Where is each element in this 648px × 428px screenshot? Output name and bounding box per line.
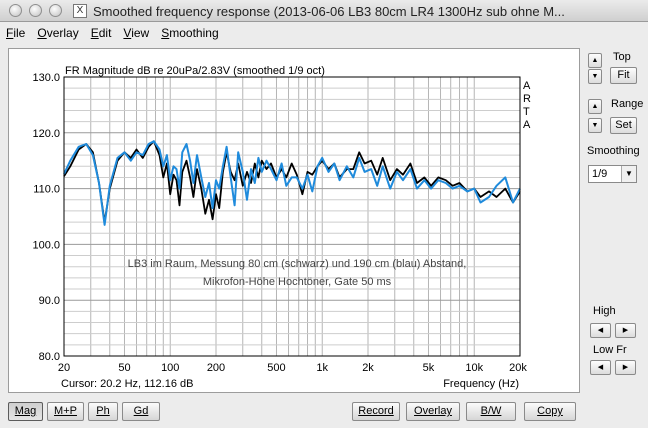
gd-button[interactable]: Gd [122,402,160,421]
mp-button-label: M+P [54,405,77,417]
y-tick-label: 110.0 [33,184,60,196]
copy-button[interactable]: Copy [524,402,576,421]
menu-edit[interactable]: Edit [90,26,112,40]
x-tick-label: 100 [161,362,179,374]
arta-letter-t: T [523,106,530,118]
range-down-button[interactable]: ▼ [588,118,602,133]
arta-letter-a2: A [523,119,531,131]
x-tick-label: 5k [423,362,435,374]
mp-button[interactable]: M+P [47,402,84,421]
menu-overlay[interactable]: Overlay [37,26,79,40]
menu-view[interactable]: View [123,26,150,40]
range-up-button[interactable]: ▲ [588,99,602,114]
low-fr-label: Low Fr [593,344,627,356]
smoothing-value: 1/9 [592,168,608,180]
record-button[interactable]: Record [352,402,400,421]
range-label: Range [611,98,644,110]
smoothing-select[interactable]: 1/9 ▼ [588,165,637,183]
ph-button-label: Ph [96,405,110,417]
overlay-button[interactable]: Overlay [406,402,460,421]
low-left-button[interactable]: ◀ [590,360,611,375]
app-icon: X [73,4,87,18]
annotation-line-2: Mikrofon-Höhe Hochtöner, Gate 50 ms [203,276,392,288]
set-button[interactable]: Set [610,117,637,134]
x-tick-label: 50 [118,362,130,374]
menu-file[interactable]: File [6,26,26,40]
x-tick-label: 2k [362,362,374,374]
menu-bar: File Overlay Edit View Smoothing [0,23,648,42]
grid [64,77,520,356]
y-tick-label: 130.0 [32,72,60,84]
ph-button[interactable]: Ph [88,402,118,421]
series-line-black [63,140,521,224]
window-title: Smoothed frequency response (2013-06-06 … [93,4,565,19]
top-label: Top [613,51,631,63]
fit-button[interactable]: Fit [610,67,637,84]
plot-frame [63,76,521,357]
y-tick-label: 100.0 [32,239,60,251]
gd-button-label: Gd [133,405,149,417]
bw-button-label: B/W [480,405,502,417]
low-right-button[interactable]: ▶ [615,360,636,375]
top-up-button[interactable]: ▲ [588,53,602,68]
high-label: High [593,305,616,317]
mag-button[interactable]: Mag [8,402,43,421]
title-bar: X Smoothed frequency response (2013-06-0… [0,0,648,22]
x-tick-label: 20 [58,362,70,374]
y-tick-label: 120.0 [32,128,60,140]
overlay-button-label: Overlay [414,405,452,417]
minimize-window-button[interactable] [29,4,42,17]
annotation-line-1: LB3 im Raum, Messung 80 cm (schwarz) und… [128,258,467,270]
x-tick-label: 10k [465,362,483,374]
menu-smoothing[interactable]: Smoothing [161,26,219,40]
bw-button[interactable]: B/W [466,402,516,421]
tick-labels: 130.0 120.0 110.0 100.0 90.0 80.020 50 100 200 50… [32,72,527,374]
record-button-label: Record [358,405,394,417]
close-window-button[interactable] [9,4,22,17]
y-tick-label: 80.0 [39,351,60,363]
copy-button-label: Copy [537,405,563,417]
x-tick-label: 1k [316,362,328,374]
x-axis-label: Frequency (Hz) [443,378,519,390]
x-tick-label: 500 [267,362,285,374]
arta-letter-r: R [523,93,531,105]
arta-letter-a1: A [523,80,531,92]
high-right-button[interactable]: ▶ [615,323,636,338]
y-tick-label: 90.0 [39,295,60,307]
plot-panel[interactable]: 130.0 120.0 110.0 100.0 90.0 80.0 20 50 100 200 50… [8,48,580,393]
smoothing-label: Smoothing [587,145,640,157]
frequency-response-chart[interactable]: 130.0 120.0 110.0 100.0 90.0 80.020 50 100 200 50… [9,49,581,394]
chevron-down-icon: ▼ [621,166,636,182]
high-left-button[interactable]: ◀ [590,323,611,338]
cursor-readout: Cursor: 20.2 Hz, 112.16 dB [61,378,193,390]
top-down-button[interactable]: ▼ [588,69,602,84]
x-tick-label: 200 [207,362,225,374]
chart-title: FR Magnitude dB re 20uPa/2.83V (smoothed… [65,65,325,77]
series-layer [63,140,521,226]
x-tick-label: 20k [509,362,527,374]
mag-button-label: Mag [14,405,37,417]
zoom-window-button[interactable] [49,4,62,17]
series-line-blue [63,140,521,226]
